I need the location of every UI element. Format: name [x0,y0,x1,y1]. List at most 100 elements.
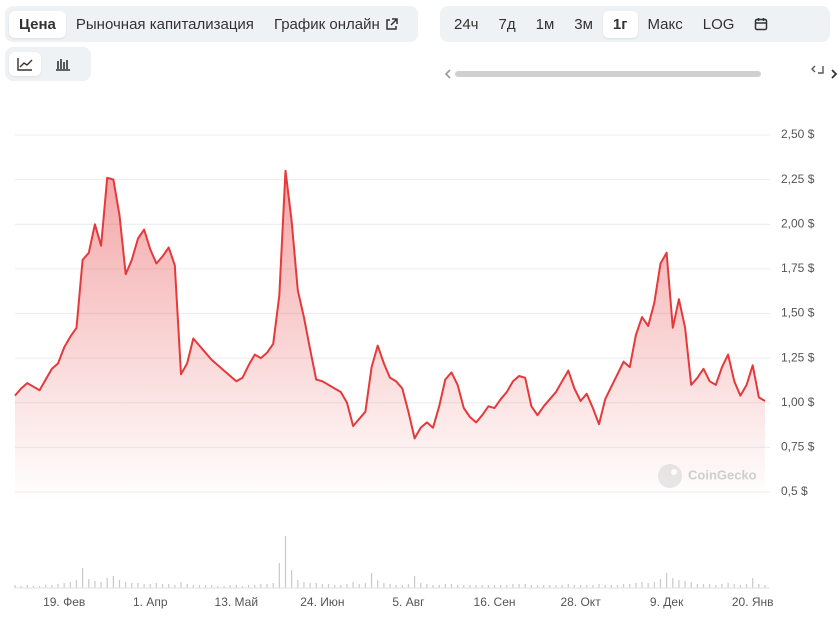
volume-bar [469,585,471,588]
volume-bar [14,585,16,588]
volume-bar [413,576,416,588]
volume-bar [623,584,625,588]
volume-bar [327,584,330,588]
scrollbar[interactable] [440,64,839,84]
volume-bar [745,584,748,588]
volume-bar [684,581,686,588]
volume-bar [254,585,256,588]
tab-group: Цена Рыночная капитализация График онлай… [5,6,418,42]
volume-bar [45,585,47,588]
volume-bar [149,584,151,588]
volume-bar [733,584,735,588]
tab[interactable]: График онлайн [264,11,408,38]
volume-bar [395,585,397,588]
calendar-button[interactable] [744,12,778,36]
volume-bar [586,585,588,588]
price-line [14,169,766,440]
scroll-right[interactable] [831,69,838,79]
volume-bar [512,584,514,588]
volume-bar [260,584,262,588]
volume-bar [192,585,194,588]
volume-bar [715,585,717,588]
tab[interactable]: Рыночная капитализация [75,15,254,33]
volume-bar [241,586,244,588]
volume-bar [272,583,274,588]
scroll-thumb[interactable] [455,71,761,77]
volume-bar [549,585,551,588]
y-tick-label: 0,5 $ [781,484,808,498]
range-button[interactable]: 7д [498,15,516,33]
scroll-left[interactable] [444,69,451,79]
volume-bar [647,583,649,588]
volume-bar [610,585,612,588]
volume-bar [217,586,219,588]
volume-bar [493,585,496,588]
volume-bar [297,580,299,588]
volume-bar [561,585,563,588]
volume-bar [579,585,582,588]
volume-bar [321,584,323,588]
x-tick-label: 28. Окт [560,595,601,609]
volume-bar [475,585,477,588]
range-button[interactable]: 1м [535,15,555,33]
range-button[interactable]: 1г [602,10,638,38]
volume-bar [235,585,237,588]
volume-bar [63,583,65,588]
volume-bar [653,582,655,588]
volume-bar [758,584,760,588]
volume-bar [401,585,403,588]
tab[interactable]: Цена [9,10,66,38]
y-tick-label: 1,50 $ [781,306,815,320]
volume-bar [131,583,133,588]
x-tick-label: 9. Дек [650,595,684,609]
volume-bar [555,585,557,588]
volume-bar [229,585,231,588]
volume-bar [340,585,342,588]
y-tick-label: 0,75 $ [781,440,815,454]
volume-bar [266,584,268,588]
volume-bar [592,585,594,588]
volume-bar [32,586,35,588]
volume-bar [118,580,121,588]
volume-bar [186,584,188,588]
line-icon [17,58,33,71]
volume-bar [284,536,287,588]
line-chart-button[interactable] [9,52,41,76]
range-button[interactable]: 3м [574,15,593,33]
volume-bar [604,585,606,588]
volume-bar [463,585,465,588]
volume-bar [721,584,723,588]
volume-bar [524,584,526,588]
volume-bar [573,585,576,588]
volume-bar [278,563,280,588]
volume-bar [709,584,711,588]
volume-bar [389,584,391,588]
range-button[interactable]: 24ч [454,15,479,33]
volume-bar [457,585,459,588]
reset-icon[interactable] [811,65,824,74]
volume-bar [383,583,385,588]
candle-chart-button[interactable] [47,52,79,76]
volume-bar [75,580,78,588]
x-tick-label: 5. Авг [392,595,425,609]
volume-bar [180,582,182,588]
y-tick-label: 1,75 $ [781,261,815,275]
range-button[interactable]: Макс [647,15,683,33]
volume-bar [727,583,729,588]
range-button[interactable]: LOG [702,15,735,33]
watermark-text: CoinGecko [688,467,757,482]
volume-bar [518,584,520,588]
volume-bar [487,585,489,588]
volume-bar [346,584,348,588]
volume-bar [82,568,84,588]
volume-bar [168,584,170,588]
volume-bar [143,584,145,588]
volume-bar [211,585,213,588]
volume-bar [481,585,483,588]
chart-type-group [5,47,91,81]
volume-bar [248,585,250,588]
price-area [15,170,765,500]
volume-bar [204,585,207,588]
volume-bar [407,584,410,588]
